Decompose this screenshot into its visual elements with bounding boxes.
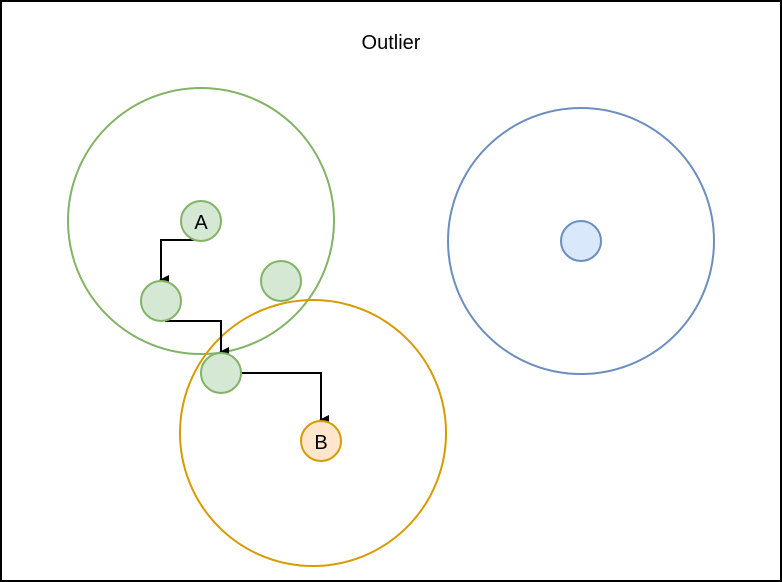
outlier-point [560,220,602,262]
node-b-label: B [314,432,327,454]
core-point-2 [200,352,242,394]
neighborhood-circle-b [179,299,447,567]
neighborhood-circle-outlier [447,107,715,375]
neighborhood-circle-a [67,87,335,355]
node-a-label: A [194,212,208,234]
arrow-a-to-point-1 [159,239,196,285]
node-a: A [180,200,222,242]
arrow-point-2-to-b [241,372,329,425]
core-point-3 [260,260,302,302]
core-point-1 [140,280,182,322]
node-b: B [300,420,342,462]
arrow-point-1-to-point-2 [165,320,229,357]
diagram-title: Outlier [362,32,421,54]
